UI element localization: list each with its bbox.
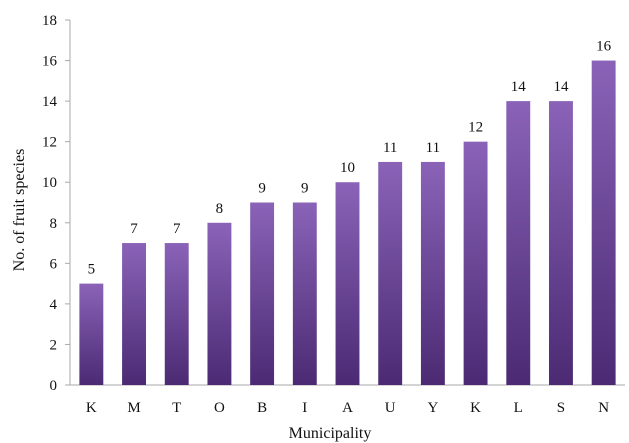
bar-value-label: 10 (340, 160, 355, 176)
bar (164, 243, 189, 385)
bar (506, 101, 531, 385)
bar-value-label: 12 (468, 120, 483, 136)
x-tick-label: S (557, 400, 565, 416)
x-tick-label: Y (427, 400, 438, 416)
x-tick-label: O (214, 400, 225, 416)
bar (79, 283, 104, 385)
bar-value-label: 7 (173, 221, 181, 237)
data-labels: 5 7 7 8 9 9 10 11 11 12 14 14 16 (88, 39, 612, 278)
y-tick-label: 16 (42, 54, 58, 70)
x-tick-label: M (127, 400, 140, 416)
bar-value-label: 14 (553, 79, 569, 95)
bar-value-label: 14 (511, 79, 527, 95)
bar-value-label: 9 (258, 181, 266, 197)
bar (335, 182, 360, 385)
x-tick-label: I (302, 400, 307, 416)
x-tick-label: N (598, 400, 609, 416)
y-tick-label: 18 (42, 13, 57, 29)
bar (250, 202, 275, 385)
bar (207, 222, 232, 385)
bar-value-label: 8 (216, 201, 224, 217)
bar-value-label: 7 (130, 221, 138, 237)
y-tick-label: 4 (50, 297, 58, 313)
bar-value-label: 11 (383, 140, 397, 156)
bar-value-label: 9 (301, 181, 309, 197)
x-tick-label: A (342, 400, 353, 416)
bar (378, 161, 403, 385)
x-axis-title: Municipality (289, 425, 372, 442)
bar (292, 202, 317, 385)
y-axis: 0 2 4 6 8 10 12 14 16 18 (42, 13, 71, 394)
bar-value-label: 11 (426, 140, 440, 156)
y-tick-label: 6 (50, 256, 58, 272)
bars (79, 60, 616, 386)
bar (549, 101, 573, 385)
y-tick-label: 10 (42, 175, 57, 191)
y-tick-label: 12 (42, 135, 57, 151)
y-tick-label: 14 (42, 94, 58, 110)
y-axis-title: No. of fruit species (11, 149, 28, 272)
bar-value-label: 16 (596, 39, 612, 55)
x-tick-label: K (86, 400, 97, 416)
x-tick-label: L (514, 400, 523, 416)
bar (463, 141, 488, 385)
x-tick-label: U (385, 400, 396, 416)
x-tick-label: B (257, 400, 267, 416)
y-tick-label: 8 (50, 216, 58, 232)
x-tick-label: K (470, 400, 481, 416)
bar (420, 161, 445, 385)
y-tick-label: 0 (50, 378, 58, 394)
bar (122, 243, 146, 385)
y-tick-label: 2 (50, 337, 58, 353)
bar (591, 60, 616, 386)
bar-value-label: 5 (88, 262, 96, 278)
x-tick-label: T (172, 400, 181, 416)
